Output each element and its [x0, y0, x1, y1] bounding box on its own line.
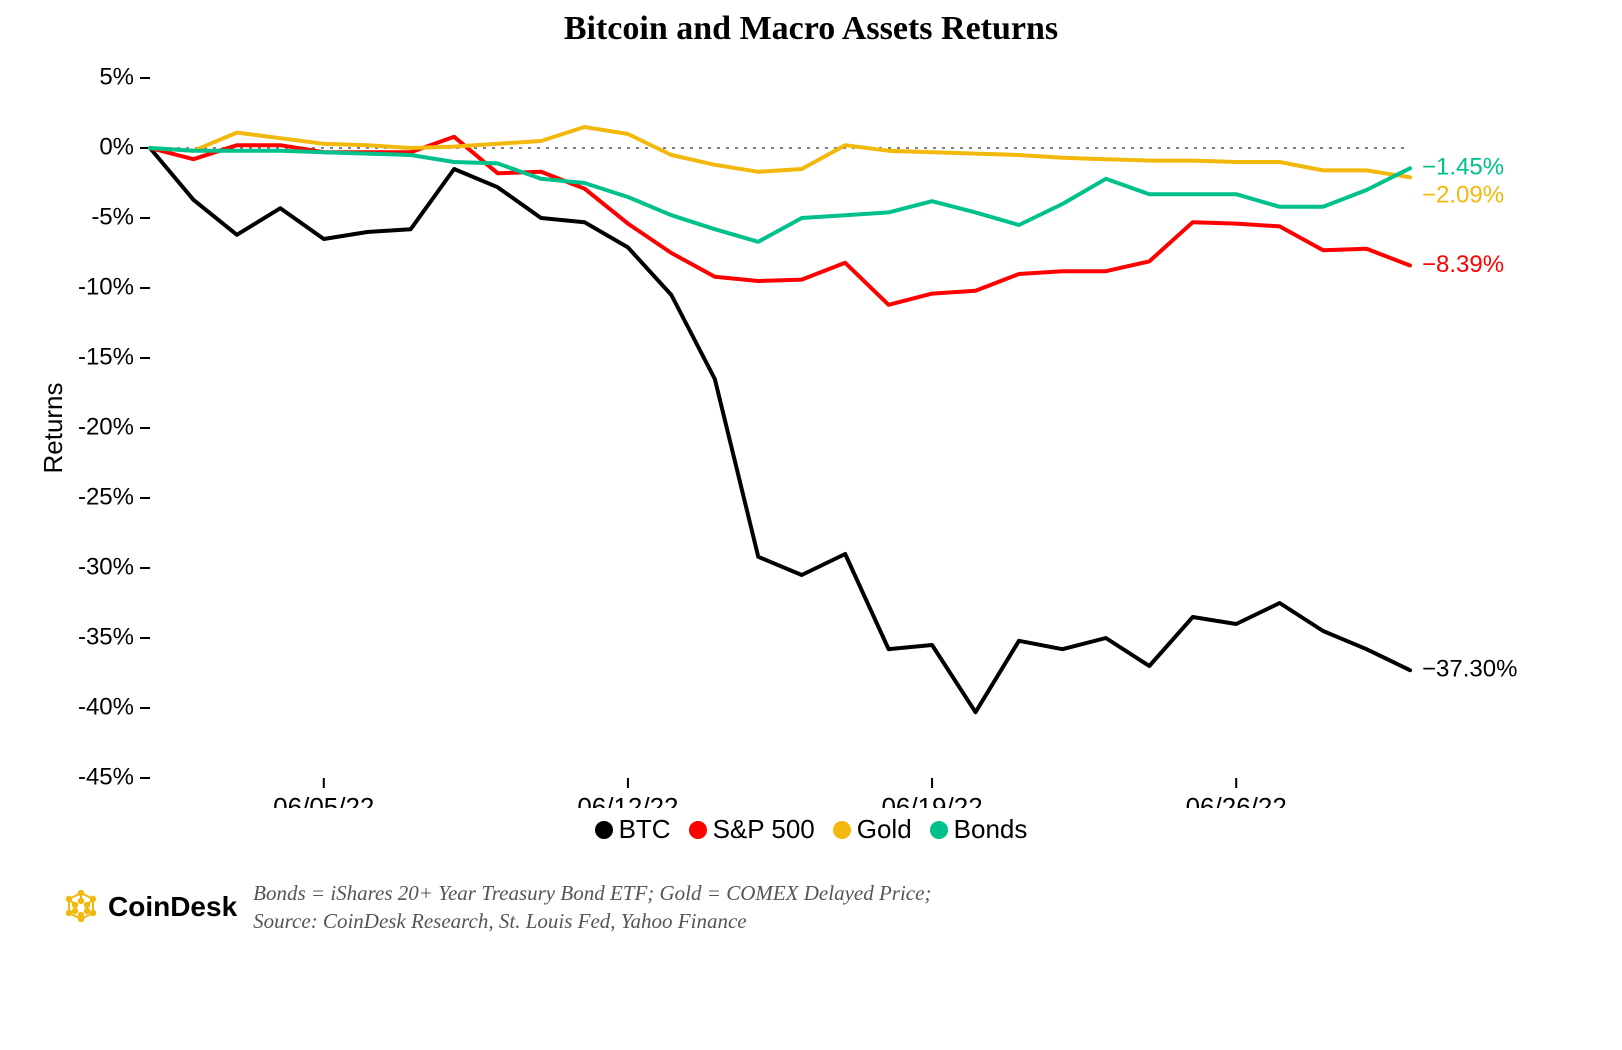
end-label-sp500: −8.39% — [1422, 251, 1504, 278]
legend-dot-btc — [595, 821, 613, 839]
chart-container: 5% 0% -5% -10% -15% -20% -25% -30% -35% -40% -45% 0… — [40, 48, 1582, 808]
legend-label-bonds: Bonds — [954, 814, 1028, 845]
footer-note-line-2: Source: CoinDesk Research, St. Louis Fed… — [253, 909, 746, 933]
series-line-btc — [150, 148, 1410, 712]
legend-dot-bonds — [930, 821, 948, 839]
y-tick-label: -20% — [78, 413, 134, 440]
legend-item-btc: BTC — [595, 814, 671, 845]
x-tick-label: 06/26/22 — [1186, 792, 1287, 808]
coindesk-logo-text: CoinDesk — [108, 891, 237, 923]
legend-label-btc: BTC — [619, 814, 671, 845]
page: Bitcoin and Macro Assets Returns 5% 0% -5%… — [0, 0, 1622, 1050]
y-tick-label: 0% — [99, 133, 134, 160]
legend: BTC S&P 500 Gold Bonds — [40, 814, 1582, 845]
x-tick-label: 06/05/22 — [273, 792, 374, 808]
footer-note-line-1: Bonds = iShares 20+ Year Treasury Bond E… — [253, 881, 931, 905]
legend-dot-sp500 — [689, 821, 707, 839]
footer-notes: Bonds = iShares 20+ Year Treasury Bond E… — [253, 879, 931, 936]
coindesk-logo: CoinDesk — [60, 887, 237, 927]
legend-item-gold: Gold — [833, 814, 912, 845]
chart-title: Bitcoin and Macro Assets Returns — [40, 10, 1582, 48]
y-tick-label: -10% — [78, 273, 134, 300]
y-axis-title: Returns — [40, 382, 68, 473]
y-tick-label: -45% — [78, 763, 134, 790]
x-tick-label: 06/12/22 — [577, 792, 678, 808]
legend-label-sp500: S&P 500 — [713, 814, 815, 845]
end-label-bonds: −1.45% — [1422, 154, 1504, 181]
y-tick-label: 5% — [99, 63, 134, 90]
y-tick-label: -5% — [91, 203, 134, 230]
footer: CoinDesk Bonds = iShares 20+ Year Treasu… — [40, 879, 1582, 936]
legend-label-gold: Gold — [857, 814, 912, 845]
legend-item-sp500: S&P 500 — [689, 814, 815, 845]
coindesk-logo-icon — [60, 887, 102, 927]
y-tick-label: -35% — [78, 623, 134, 650]
end-label-btc: −37.30% — [1422, 656, 1517, 683]
y-tick-label: -25% — [78, 483, 134, 510]
legend-dot-gold — [833, 821, 851, 839]
y-tick-label: -30% — [78, 553, 134, 580]
y-tick-label: -15% — [78, 343, 134, 370]
line-chart: 5% 0% -5% -10% -15% -20% -25% -30% -35% -40% -45% 0… — [40, 48, 1580, 808]
y-tick-label: -40% — [78, 693, 134, 720]
x-tick-label: 06/19/22 — [881, 792, 982, 808]
legend-item-bonds: Bonds — [930, 814, 1028, 845]
end-label-gold: −2.09% — [1422, 182, 1504, 209]
